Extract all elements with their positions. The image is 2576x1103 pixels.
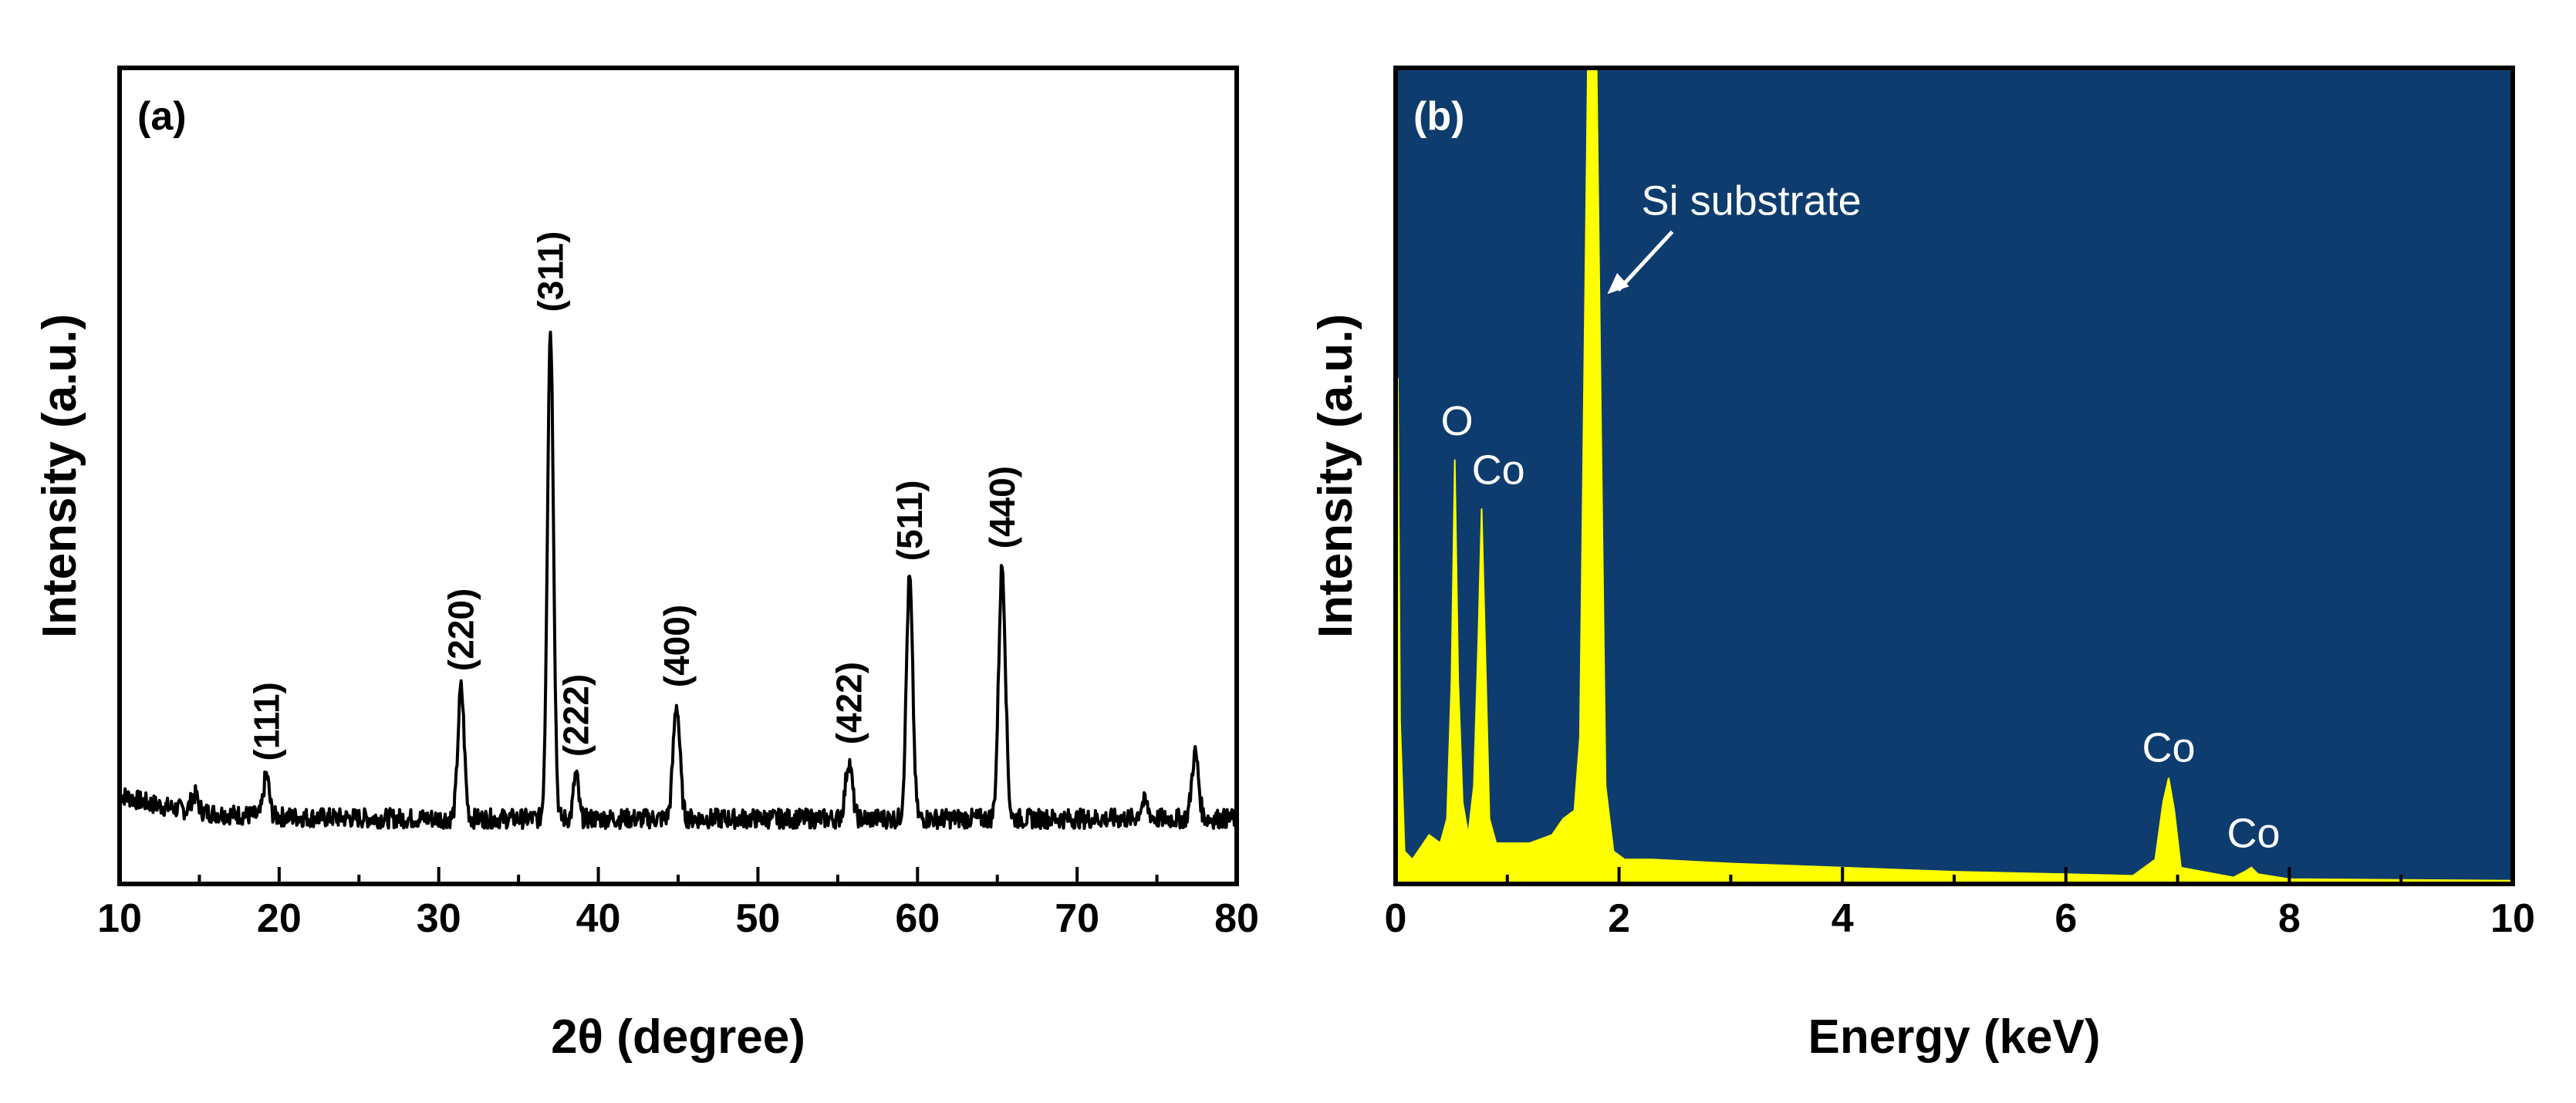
eds-peak-annotation: Co bbox=[2227, 810, 2281, 856]
panel-label-b: (b) bbox=[1413, 94, 1464, 139]
xrd-peak-label: (111) bbox=[246, 682, 286, 761]
eds-x-tick-label: 0 bbox=[1385, 896, 1407, 941]
xrd-peak-label: (422) bbox=[829, 662, 869, 744]
eds-x-tick-label: 10 bbox=[2490, 896, 2535, 941]
xrd-x-tick-label: 30 bbox=[417, 896, 461, 941]
xrd-x-axis-title: 2θ (degree) bbox=[551, 1010, 805, 1064]
xrd-x-tick-label: 80 bbox=[1214, 896, 1259, 941]
eds-peak-annotation: Si substrate bbox=[1642, 177, 1862, 224]
xrd-x-tick-label: 20 bbox=[257, 896, 302, 941]
eds-peak-annotation: O bbox=[1441, 398, 1474, 444]
eds-x-tick-label: 2 bbox=[1608, 896, 1630, 941]
eds-peak-annotation: Co bbox=[2142, 724, 2196, 771]
xrd-chart: 10 20 30 40 50 60 70 80 (111) (220) (311) (222) (40… bbox=[33, 66, 1259, 1064]
eds-x-tick-label: 4 bbox=[1832, 896, 1854, 941]
eds-x-tick-label: 8 bbox=[2278, 896, 2301, 941]
eds-x-axis-title: Energy (keV) bbox=[1808, 1010, 2100, 1064]
xrd-peak-label: (400) bbox=[657, 605, 697, 687]
si-arrow-head-icon bbox=[1607, 273, 1629, 295]
xrd-peak-label: (311) bbox=[531, 231, 571, 312]
xrd-x-tick-label: 10 bbox=[97, 896, 142, 941]
xrd-pattern-line bbox=[118, 330, 1238, 830]
xrd-x-tick-label: 70 bbox=[1055, 896, 1099, 941]
eds-peak-annotation: Co bbox=[1472, 447, 1525, 494]
xrd-peak-label: (511) bbox=[890, 480, 930, 561]
xrd-plot-frame bbox=[117, 66, 1239, 886]
xrd-y-axis-title: Intensity (a.u.) bbox=[33, 314, 86, 638]
panel-label-a: (a) bbox=[137, 94, 187, 139]
si-arrow-line bbox=[1616, 230, 1674, 292]
xrd-x-tick-label: 40 bbox=[576, 896, 621, 941]
eds-y-axis-title: Intensity (a.u.) bbox=[1309, 314, 1362, 638]
eds-spectrum-area bbox=[1395, 67, 2514, 885]
xrd-peak-label: (440) bbox=[982, 466, 1022, 548]
eds-plot-background bbox=[1396, 68, 2513, 884]
xrd-x-tick-label: 60 bbox=[895, 896, 940, 941]
xrd-x-ticks: 10 20 30 40 50 60 70 80 bbox=[97, 867, 1259, 941]
eds-x-ticks: 0 2 4 6 8 10 bbox=[1385, 867, 2535, 941]
xrd-peak-label: (222) bbox=[556, 674, 596, 757]
eds-x-tick-label: 6 bbox=[2054, 896, 2077, 941]
xrd-peak-label: (220) bbox=[441, 589, 481, 671]
xrd-x-tick-label: 50 bbox=[736, 896, 781, 941]
xrd-peak-labels: (111) (220) (311) (222) (400) (422) (511) (440) bbox=[246, 231, 1022, 761]
